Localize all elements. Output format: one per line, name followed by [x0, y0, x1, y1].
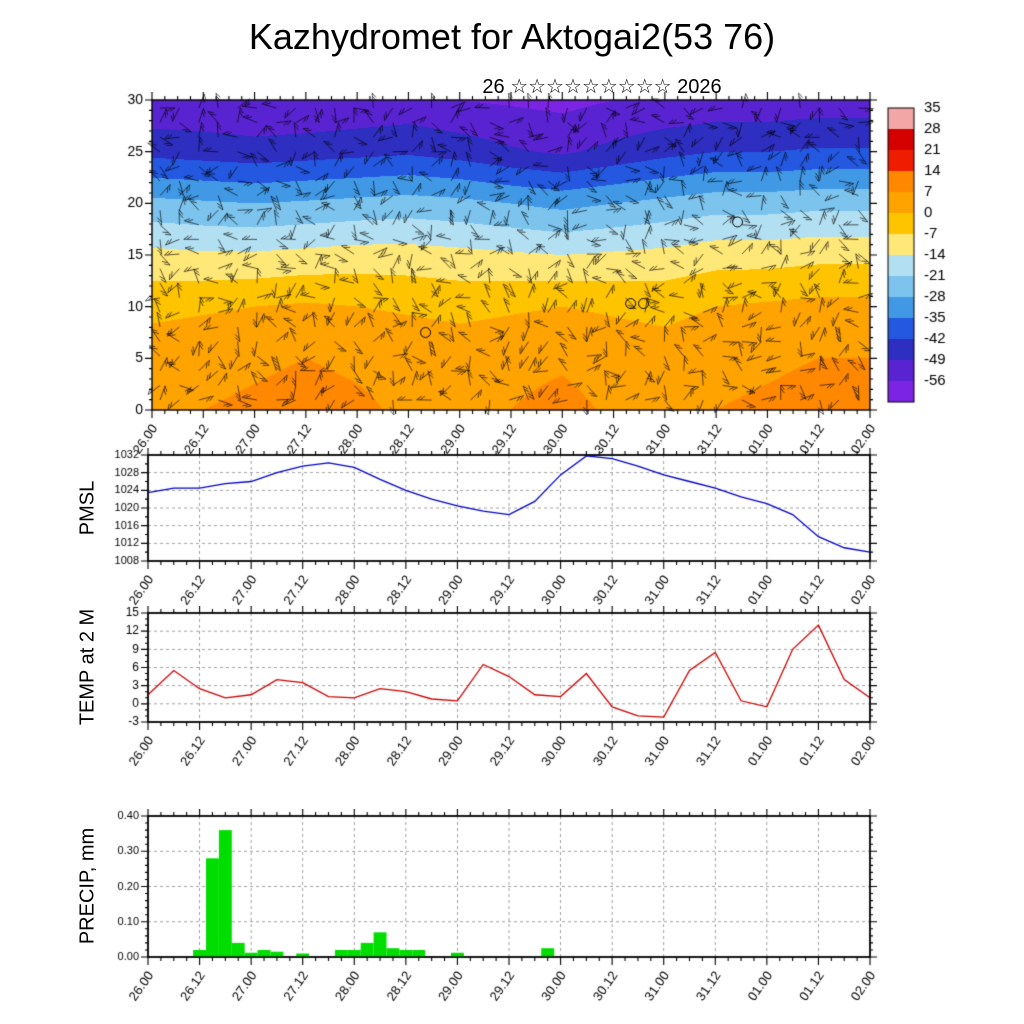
pmsl-axis-title: PMSL [76, 480, 99, 536]
pmsl-chart [0, 448, 1024, 613]
page-title: Kazhydromet for Aktogai2(53 76) [248, 16, 776, 57]
precip-axis-title: PRECIP, mm [76, 827, 99, 945]
precip-chart [0, 809, 1024, 1024]
temp2m-axis-title: TEMP at 2 M [76, 608, 99, 726]
temperature-wind-cross-section [0, 92, 1024, 470]
temp2m-chart [0, 606, 1024, 776]
